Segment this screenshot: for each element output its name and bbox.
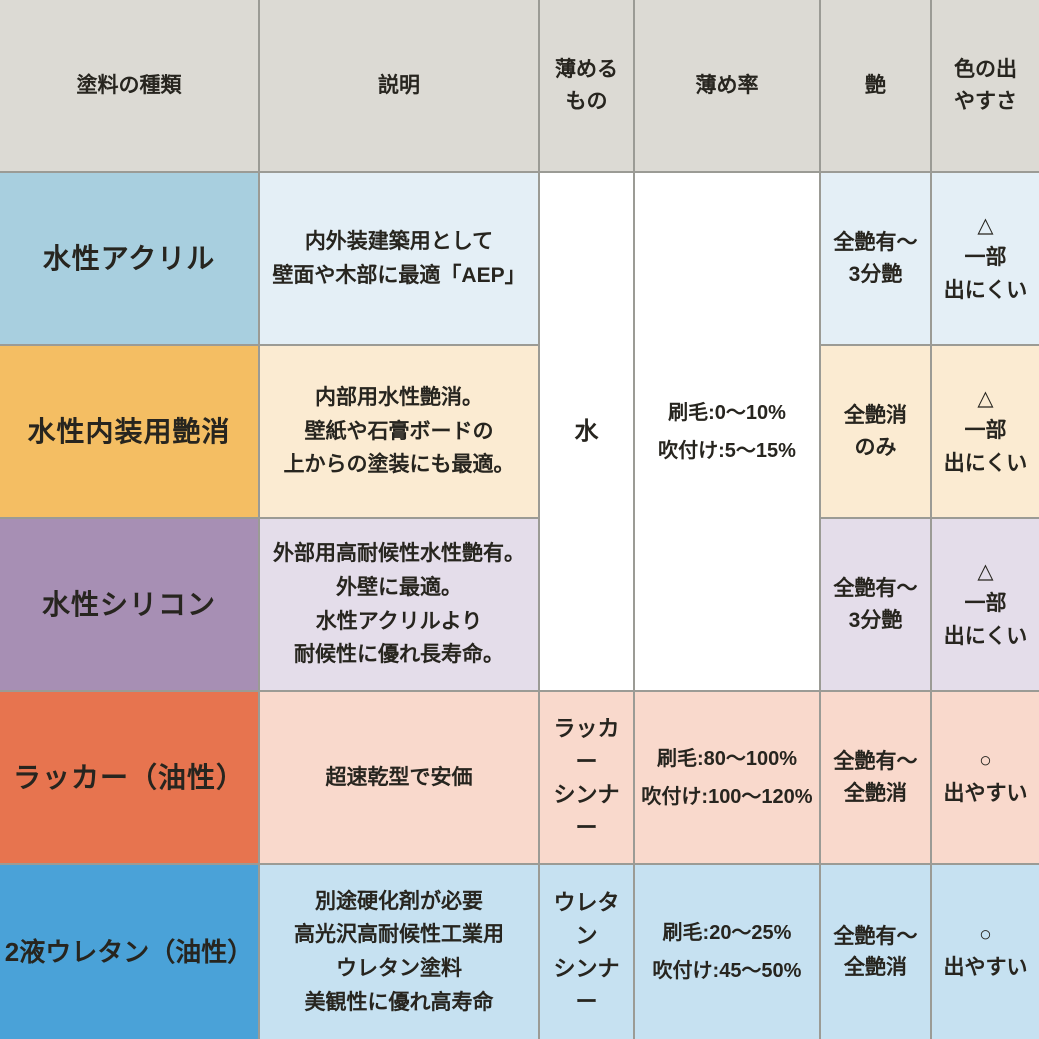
- row-acrylic-description: 内外装建築用として 壁面や木部に最適「AEP」: [260, 173, 540, 346]
- row-interior-matte-name: 水性内装用艶消: [0, 346, 260, 519]
- header-description: 説明: [260, 0, 540, 173]
- row-lacquer-thinner: ラッカー シンナー: [540, 692, 635, 865]
- row-silicone-gloss: 全艶有〜 3分艶: [821, 519, 932, 692]
- row-urethane-name: 2液ウレタン（油性）: [0, 865, 260, 1039]
- header-dilution-ratio: 薄め率: [635, 0, 821, 173]
- row-acrylic-color-ease: △ 一部 出にくい: [932, 173, 1039, 346]
- row-interior-matte-gloss: 全艶消 のみ: [821, 346, 932, 519]
- row-interior-matte-description: 内部用水性艶消。 壁紙や石膏ボードの 上からの塗装にも最適。: [260, 346, 540, 519]
- header-color-ease: 色の出 やすさ: [932, 0, 1039, 173]
- row-lacquer-dilution-ratio: 刷毛:80〜100% 吹付け:100〜120%: [635, 692, 821, 865]
- row-urethane-gloss: 全艶有〜 全艶消: [821, 865, 932, 1039]
- header-paint-type: 塗料の種類: [0, 0, 260, 173]
- row-acrylic-name: 水性アクリル: [0, 173, 260, 346]
- row-silicone-name: 水性シリコン: [0, 519, 260, 692]
- row-urethane-color-ease: ○ 出やすい: [932, 865, 1039, 1039]
- row-urethane-thinner: ウレタン シンナー: [540, 865, 635, 1039]
- header-gloss: 艶: [821, 0, 932, 173]
- row-lacquer-color-ease: ○ 出やすい: [932, 692, 1039, 865]
- merged-thinner-water: 水: [540, 173, 635, 692]
- row-lacquer-name: ラッカー（油性）: [0, 692, 260, 865]
- row-lacquer-description: 超速乾型で安価: [260, 692, 540, 865]
- row-acrylic-gloss: 全艶有〜 3分艶: [821, 173, 932, 346]
- row-silicone-description: 外部用高耐候性水性艶有。 外壁に最適。 水性アクリルより 耐候性に優れ長寿命。: [260, 519, 540, 692]
- row-urethane-description: 別途硬化剤が必要 高光沢高耐候性工業用 ウレタン塗料 美観性に優れ高寿命: [260, 865, 540, 1039]
- row-urethane-dilution-ratio: 刷毛:20〜25% 吹付け:45〜50%: [635, 865, 821, 1039]
- row-interior-matte-color-ease: △ 一部 出にくい: [932, 346, 1039, 519]
- row-silicone-color-ease: △ 一部 出にくい: [932, 519, 1039, 692]
- header-thinner: 薄める もの: [540, 0, 635, 173]
- row-lacquer-gloss: 全艶有〜 全艶消: [821, 692, 932, 865]
- merged-dilution-ratio: 刷毛:0〜10% 吹付け:5〜15%: [635, 173, 821, 692]
